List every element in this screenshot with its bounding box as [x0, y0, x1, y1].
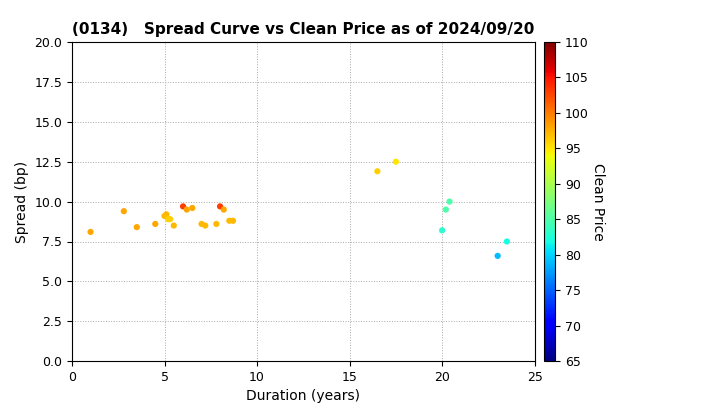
Point [150, 220, 161, 227]
Point [118, 208, 130, 215]
Point [501, 238, 513, 245]
Point [210, 220, 222, 227]
Y-axis label: Spread (bp): Spread (bp) [15, 160, 29, 243]
Text: (0134)   Spread Curve vs Clean Price as of 2024/09/20: (0134) Spread Curve vs Clean Price as of… [72, 22, 534, 37]
Point [177, 203, 189, 210]
Point [223, 218, 235, 224]
Point [85, 228, 96, 235]
Point [444, 198, 455, 205]
Point [159, 213, 171, 219]
Point [228, 218, 239, 224]
X-axis label: Duration (years): Duration (years) [246, 389, 360, 404]
Point [440, 206, 451, 213]
Point [372, 168, 383, 175]
Point [436, 227, 448, 234]
Point [181, 206, 192, 213]
Point [161, 211, 172, 218]
Point [390, 158, 402, 165]
Point [218, 206, 230, 213]
Y-axis label: Clean Price: Clean Price [591, 163, 606, 241]
Point [163, 216, 174, 223]
Point [186, 205, 198, 211]
Point [492, 252, 503, 259]
Point [215, 203, 226, 210]
Point [168, 222, 179, 229]
Point [196, 220, 207, 227]
Point [131, 224, 143, 231]
Point [199, 222, 211, 229]
Point [164, 216, 176, 223]
